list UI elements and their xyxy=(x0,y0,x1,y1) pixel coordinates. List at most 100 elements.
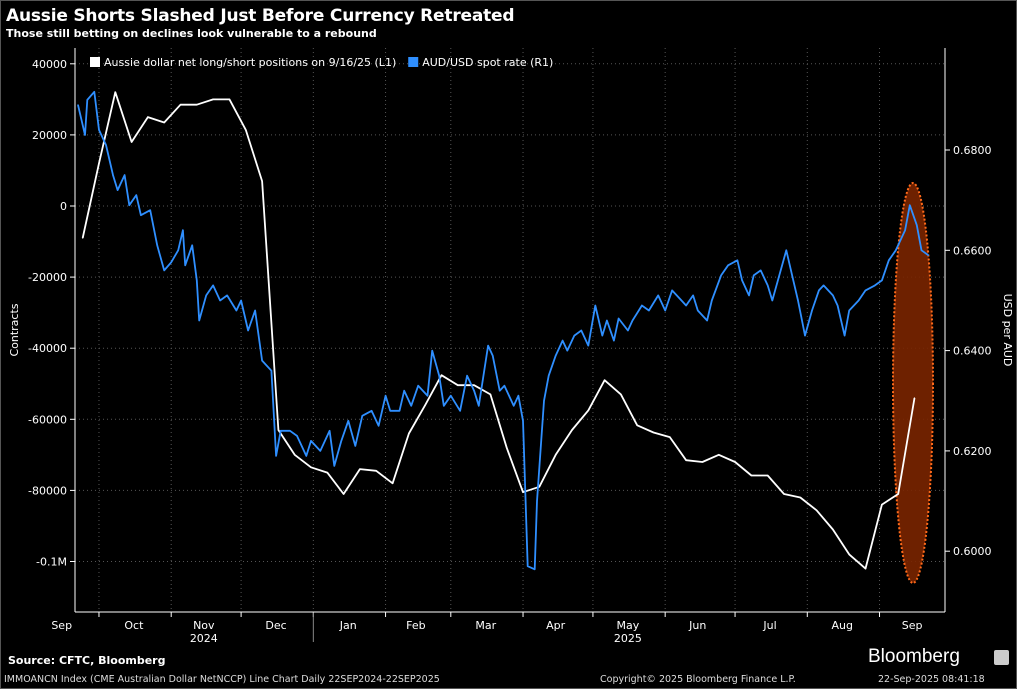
data-point xyxy=(296,435,298,437)
x-tick-label: Nov xyxy=(193,619,215,632)
footer-copyright: Copyright© 2025 Bloomberg Finance L.P. xyxy=(600,674,796,685)
data-point xyxy=(778,274,780,276)
data-point xyxy=(522,420,524,422)
data-point xyxy=(212,98,214,100)
y-left-tick-label: -60000 xyxy=(28,413,67,426)
data-point xyxy=(513,405,515,407)
y-left-tick-label: 40000 xyxy=(32,58,67,71)
data-point xyxy=(748,294,750,297)
data-point xyxy=(245,129,247,131)
data-point xyxy=(587,344,589,347)
data-point xyxy=(205,294,207,297)
series-line-net-positions xyxy=(81,91,916,570)
data-point xyxy=(105,144,107,146)
data-point xyxy=(613,339,615,342)
data-point xyxy=(391,482,394,484)
data-point xyxy=(534,568,536,570)
data-point xyxy=(657,294,659,297)
data-point xyxy=(864,568,867,570)
data-point xyxy=(140,214,142,216)
highlight-ellipse xyxy=(892,182,934,584)
data-point xyxy=(389,410,391,412)
data-point xyxy=(697,309,699,312)
data-point xyxy=(361,415,363,417)
data-point xyxy=(163,269,165,271)
data-point xyxy=(487,344,489,347)
data-point xyxy=(536,500,538,502)
data-point xyxy=(864,289,867,292)
data-point xyxy=(760,269,762,271)
x-tick-label: Jun xyxy=(688,619,706,632)
data-point xyxy=(771,299,773,302)
data-point xyxy=(261,360,263,362)
data-point xyxy=(182,229,184,231)
x-tick-label: Jan xyxy=(339,619,357,632)
y-left-tick-label: -20000 xyxy=(28,271,67,284)
x-tick-label: Mar xyxy=(475,619,496,632)
data-point xyxy=(354,445,356,447)
data-point xyxy=(685,304,687,307)
data-point xyxy=(671,289,673,292)
data-point xyxy=(184,264,186,266)
data-point xyxy=(235,309,238,312)
data-point xyxy=(438,375,440,377)
data-point xyxy=(881,504,883,506)
data-point xyxy=(897,493,899,495)
data-point xyxy=(641,304,643,307)
y-right-tick-label: 0.6600 xyxy=(953,244,992,257)
y-left-axis-label: Contracts xyxy=(8,303,21,356)
data-point xyxy=(219,299,221,302)
y-right-tick-label: 0.6200 xyxy=(953,445,992,458)
data-point xyxy=(156,244,158,246)
data-point xyxy=(443,405,445,407)
data-point xyxy=(767,474,769,477)
data-point xyxy=(228,98,231,100)
data-point xyxy=(848,309,850,312)
data-point xyxy=(587,409,589,412)
data-point xyxy=(916,224,918,226)
data-point xyxy=(82,237,84,239)
data-point xyxy=(904,229,906,231)
data-point xyxy=(226,294,228,297)
chart-title: Aussie Shorts Slashed Just Before Curren… xyxy=(6,6,515,26)
data-point xyxy=(478,405,480,407)
data-point xyxy=(701,461,704,463)
data-point xyxy=(196,104,198,106)
data-point xyxy=(799,496,801,499)
data-point xyxy=(347,420,349,422)
data-point xyxy=(473,390,475,392)
x-tick-label: Aug xyxy=(831,619,852,632)
bloomberg-logo: Bloomberg xyxy=(868,646,960,667)
data-point xyxy=(594,304,596,307)
data-point xyxy=(117,189,119,191)
data-point xyxy=(147,116,149,118)
data-point xyxy=(741,279,743,281)
data-point xyxy=(329,430,331,432)
data-point xyxy=(130,141,133,143)
data-point xyxy=(874,284,876,287)
data-point xyxy=(149,209,151,211)
y-left-tick-label: -40000 xyxy=(28,342,67,355)
data-point xyxy=(489,393,492,396)
data-point xyxy=(573,334,575,337)
data-point xyxy=(627,329,629,332)
data-point xyxy=(603,379,606,381)
data-point xyxy=(767,284,769,287)
data-point xyxy=(191,244,193,246)
data-point xyxy=(247,329,249,332)
data-point xyxy=(555,454,557,456)
data-point xyxy=(310,440,312,442)
data-point xyxy=(343,493,345,495)
data-point xyxy=(685,459,687,461)
data-point xyxy=(804,334,806,337)
data-point xyxy=(240,299,242,302)
data-point xyxy=(631,319,634,322)
data-point xyxy=(177,249,179,251)
x-year-label: 2024 xyxy=(190,632,218,645)
data-point xyxy=(112,174,114,176)
data-point xyxy=(417,385,419,387)
data-point xyxy=(517,395,519,397)
x-tick-label: Apr xyxy=(546,619,566,632)
data-point xyxy=(913,397,916,399)
